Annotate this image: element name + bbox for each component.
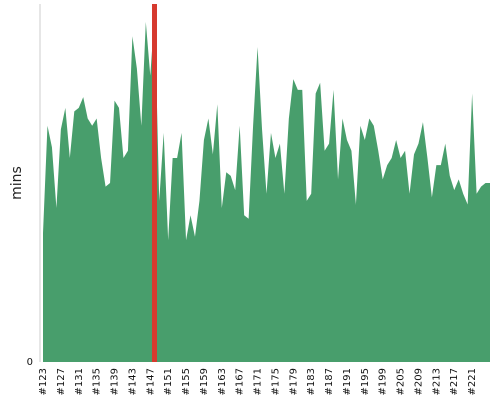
x-tick-label: #213 [431,368,442,395]
x-tick-label: #127 [56,368,67,395]
x-tick-label: #199 [378,368,389,395]
marker-line [152,4,157,362]
x-tick-label: #143 [127,368,138,395]
plot-area [43,11,490,362]
x-tick-label: #163 [217,368,228,395]
x-tick-label: #175 [270,368,281,395]
area [43,11,490,362]
x-tick-label: #131 [74,368,85,395]
x-tick-label: #221 [467,368,478,395]
x-tick-label: #191 [342,368,353,395]
x-tick-label: #205 [396,368,407,395]
x-tick-label: #139 [110,368,121,395]
x-tick-label: #217 [449,368,460,395]
x-tick-label: #159 [199,368,210,395]
x-tick-label: #155 [181,368,192,395]
x-tick-label: #209 [413,368,424,395]
x-tick-label: #147 [145,368,156,395]
y-axis-label: mins [9,166,25,200]
x-tick-label: #135 [92,368,103,395]
x-tick-label: #167 [235,368,246,395]
x-tick-label: #171 [253,368,264,395]
x-tick-label: #187 [324,368,335,395]
x-tick-label: #151 [163,368,174,395]
x-tick-label: #183 [306,368,317,395]
x-tick-label: #195 [360,368,371,395]
y-tick-label: 0 [27,357,33,368]
x-tick-label: #123 [38,368,49,395]
x-tick-label: #179 [288,368,299,395]
